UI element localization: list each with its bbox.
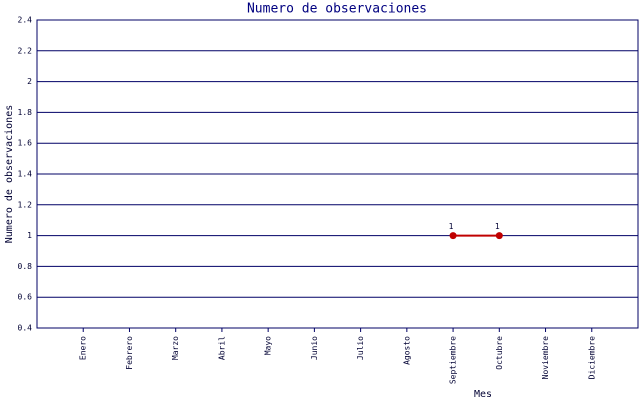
- y-tick-label: 0.8: [18, 262, 33, 271]
- y-tick-label: 2.4: [18, 16, 33, 25]
- x-tick-label: Enero: [79, 336, 88, 360]
- y-tick-label: 1.6: [18, 139, 33, 148]
- y-tick-label: 1.8: [18, 108, 33, 117]
- x-tick-label: Julio: [356, 336, 365, 360]
- point: [449, 232, 457, 240]
- x-tick-label: Octubre: [495, 336, 504, 370]
- y-tick-label: 1: [27, 231, 32, 240]
- x-tick-label: Mayo: [264, 336, 273, 355]
- data-label: 1: [449, 222, 454, 231]
- x-tick-label: Diciembre: [587, 336, 596, 380]
- chart-title: Numero de observaciones: [247, 2, 427, 17]
- point: [495, 232, 503, 240]
- x-axis-label: Mes: [474, 389, 492, 400]
- x-tick-label: Febrero: [125, 336, 134, 370]
- y-tick-label: 2: [27, 77, 32, 86]
- y-tick-label: 1.2: [18, 200, 33, 209]
- x-tick-label: Junio: [310, 336, 319, 360]
- x-tick-label: Marzo: [171, 336, 180, 360]
- x-tick-label: Agosto: [402, 336, 411, 365]
- y-tick-label: 2.2: [18, 46, 33, 55]
- y-tick-label: 0.6: [18, 293, 33, 302]
- y-axis-label: Numero de observaciones: [4, 105, 15, 243]
- x-tick-label: Septiembre: [449, 336, 458, 384]
- y-tick-label: 0.4: [18, 324, 33, 333]
- data-label: 1: [495, 222, 500, 231]
- x-tick-label: Noviembre: [541, 336, 550, 380]
- y-tick-label: 1.4: [18, 170, 33, 179]
- x-tick-label: Abril: [217, 336, 226, 360]
